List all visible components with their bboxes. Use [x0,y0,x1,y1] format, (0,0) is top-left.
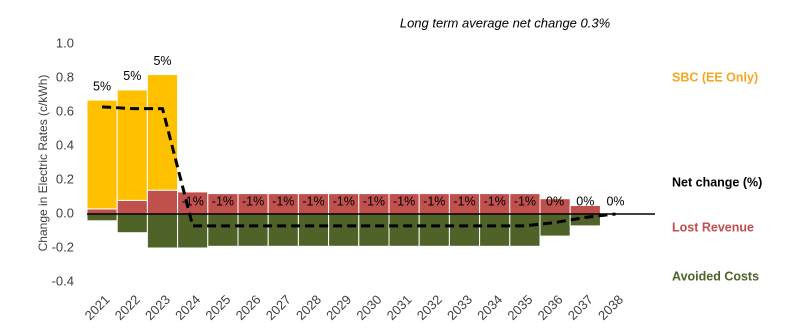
data-label: 0% [606,194,624,208]
x-tick-label: 2024 [172,292,203,323]
y-tick-label: 0.0 [56,205,74,220]
x-tick-label: 2036 [535,292,566,323]
bar-segment [418,213,450,247]
y-tick-label: 0.6 [56,103,74,118]
data-label: -1% [363,194,385,208]
bar-segment [116,89,148,201]
bar-segment [388,213,420,247]
data-label: 5% [123,69,141,83]
x-tick-label: 2021 [82,292,113,323]
x-tick-label: 2026 [233,292,264,323]
data-label: -1% [484,194,506,208]
data-label: -1% [242,194,264,208]
x-tick-label: 2027 [263,292,294,323]
annotation: Long term average net change 0.3% [400,15,610,30]
y-tick-label: 0.2 [56,171,74,186]
legend-label: Net change (%) [672,175,762,189]
data-label: -1% [333,194,355,208]
bar-segment [146,213,179,249]
bar-segment [448,213,481,247]
x-tick-label: 2034 [474,292,505,323]
bar-segment [267,213,299,247]
x-tick-label: 2030 [353,292,384,323]
x-tick-label: 2032 [414,292,445,323]
data-label: -1% [272,194,294,208]
bar-segment [177,213,209,249]
bar-segment [297,213,330,247]
bar-segment [86,213,118,222]
bar-segment [207,213,239,247]
data-label: -1% [423,194,445,208]
x-tick-label: 2022 [112,292,143,323]
data-label: 0% [546,194,564,208]
x-tick-label: 2033 [444,292,475,323]
x-tick-label: 2028 [293,292,324,323]
data-label: -1% [212,194,234,208]
bar-segment [146,74,179,191]
data-label: -1% [453,194,475,208]
y-tick-label: -0.4 [52,273,74,288]
bar-segment [328,213,360,247]
legend-label: SBC (EE Only) [672,70,758,84]
bar-segment [86,208,118,215]
legend-label: Avoided Costs [672,269,759,283]
data-label: -1% [302,194,324,208]
x-tick-label: 2025 [202,292,233,323]
bar-segment [116,213,148,234]
bar-segment [509,213,541,247]
x-tick-label: 2037 [565,292,596,323]
y-tick-label: 0.4 [56,137,74,152]
y-tick-label: 0.8 [56,69,74,84]
data-label: -1% [514,194,536,208]
bar-segment [146,189,179,215]
bar-segment [237,213,269,247]
bar-segment [86,99,118,210]
y-tick-label: 1.0 [56,35,74,50]
data-label: 5% [93,79,111,93]
net-change-line [102,105,616,228]
x-tick-label: 2035 [504,292,535,323]
y-tick-label: -0.2 [52,239,74,254]
bar-segment [479,213,511,247]
bar-segment [358,213,390,247]
data-label: 5% [153,54,171,68]
y-axis-label: Change in Electric Rates (c/kWh) [36,75,50,252]
x-tick-label: 2023 [142,292,173,323]
data-label: -1% [393,194,415,208]
data-label: 0% [576,194,594,208]
x-tick-label: 2038 [595,292,626,323]
x-tick-label: 2029 [323,292,354,323]
legend-label: Lost Revenue [672,220,754,234]
x-tick-label: 2031 [384,292,415,323]
bar-segment [116,199,148,215]
